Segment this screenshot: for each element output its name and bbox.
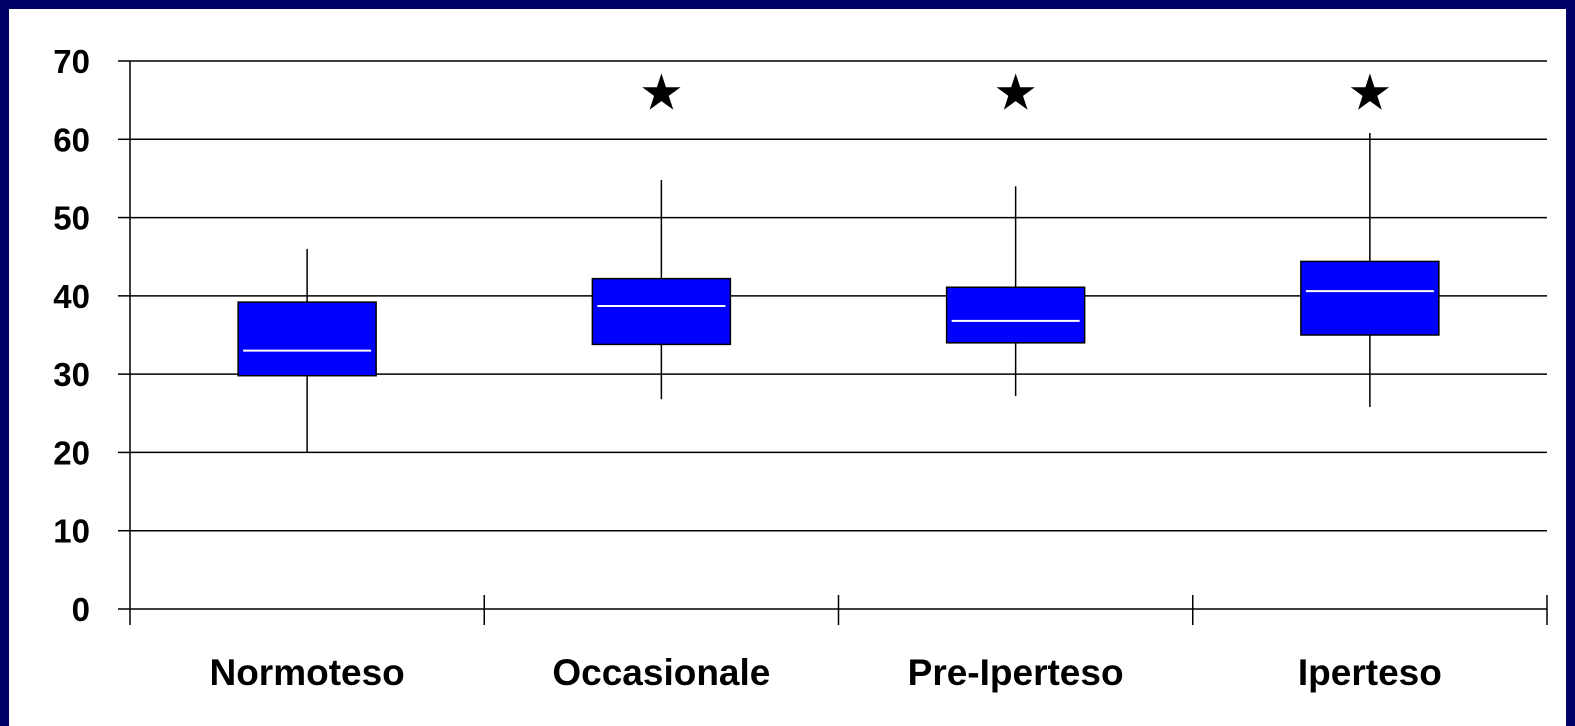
x-category-label: Pre-Iperteso xyxy=(908,652,1124,693)
y-tick-label: 0 xyxy=(72,591,90,628)
chart-frame: 0 10 20 30 40 50 60 70 Normoteso ★ Occasionale ★ Pre… xyxy=(9,9,1566,726)
x-category-label: Occasionale xyxy=(552,652,770,693)
y-tick-label: 20 xyxy=(53,434,90,471)
boxes xyxy=(237,133,1440,453)
significance-star-icon: ★ xyxy=(993,63,1038,121)
significance-star-icon: ★ xyxy=(639,63,684,121)
y-tick-label: 60 xyxy=(53,121,90,158)
y-tick-label: 30 xyxy=(53,356,90,393)
box-iqr xyxy=(945,286,1086,344)
y-tick-label: 40 xyxy=(53,278,90,315)
significance-star-icon: ★ xyxy=(1347,63,1392,121)
box-plot-chart: 0 10 20 30 40 50 60 70 Normoteso ★ Occasionale ★ Pre… xyxy=(53,43,1548,693)
box-iqr xyxy=(1300,260,1440,336)
y-tick-label: 10 xyxy=(53,513,90,550)
labels: 0 10 20 30 40 50 60 70 Normoteso ★ Occasionale ★ Pre… xyxy=(53,43,1442,693)
x-category-label: Normoteso xyxy=(209,652,404,693)
y-tick-label: 70 xyxy=(53,43,90,80)
y-tick-label: 50 xyxy=(53,200,90,237)
x-category-label: Iperteso xyxy=(1298,652,1442,693)
box-iqr xyxy=(237,301,377,377)
box-iqr xyxy=(591,277,732,346)
axes xyxy=(118,60,1548,625)
